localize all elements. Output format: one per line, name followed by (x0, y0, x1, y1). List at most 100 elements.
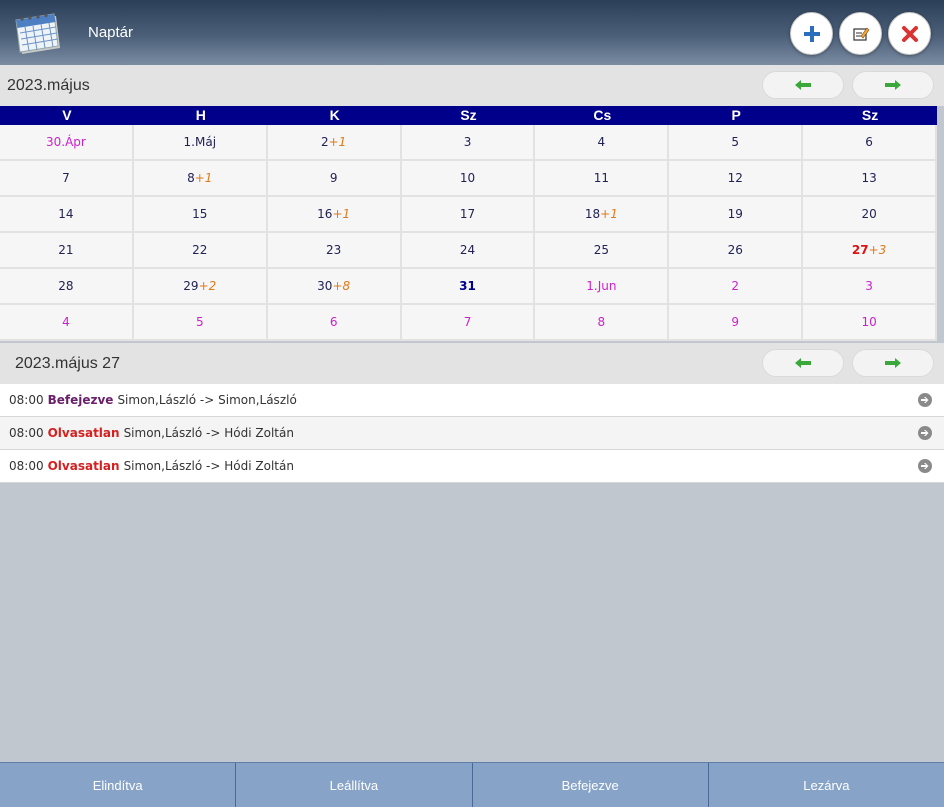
calendar-day-cell[interactable]: 23 (267, 233, 402, 269)
calendar-day-cell[interactable]: 3 (803, 269, 938, 305)
chevron-right-circle-icon[interactable] (918, 426, 932, 440)
calendar-day-cell[interactable]: 7 (401, 305, 536, 341)
day-number: 14 (58, 207, 74, 221)
event-row[interactable]: 08:00 Befejezve Simon,László -> Simon,Lász… (0, 384, 944, 417)
status-tab[interactable]: Elindítva (0, 763, 237, 807)
event-count-badge: +1 (600, 207, 618, 221)
calendar-day-cell[interactable]: 29 +2 (133, 269, 268, 305)
weekday-label: Sz (460, 107, 477, 123)
status-tab[interactable]: Leállítva (236, 763, 473, 807)
edit-button[interactable] (839, 12, 882, 55)
calendar-day-cell[interactable]: 6 (803, 125, 938, 161)
calendar-day-cell[interactable]: 31 (401, 269, 536, 305)
day-number: 20 (861, 207, 877, 221)
month-title: 2023.május (7, 77, 90, 94)
calendar-day-cell[interactable]: 21 (0, 233, 134, 269)
calendar-day-cell[interactable]: 4 (535, 125, 670, 161)
event-count-badge: +1 (194, 171, 213, 185)
calendar-day-cell[interactable]: 2 +1 (267, 125, 402, 161)
calendar-day-cell[interactable]: 11 (535, 161, 670, 197)
calendar-day-cell[interactable]: 28 (0, 269, 134, 305)
calendar-day-cell[interactable]: 5 (133, 305, 268, 341)
calendar-day-cell[interactable]: 10 (401, 161, 536, 197)
calendar-day-cell[interactable]: 12 (669, 161, 804, 197)
weekday-label: H (195, 107, 206, 123)
day-number: 8 (187, 171, 195, 185)
calendar-day-cell[interactable]: 20 (803, 197, 938, 233)
calendar-day-cell[interactable]: 24 (401, 233, 536, 269)
prev-month-button[interactable] (762, 71, 844, 99)
calendar-day-cell[interactable]: 26 (669, 233, 804, 269)
day-number: 26 (727, 243, 743, 257)
prev-day-button[interactable] (762, 349, 844, 377)
event-time: 08:00 (9, 459, 44, 473)
day-title: 2023.május 27 (15, 355, 120, 372)
calendar-day-cell[interactable]: 4 (0, 305, 134, 341)
event-description: Simon,László -> Hódi Zoltán (123, 459, 294, 473)
calendar-day-cell[interactable]: 1.Jun (535, 269, 670, 305)
calendar-week-row: 4 5 6 7 8 9 10 (0, 305, 938, 341)
event-status: Befejezve (47, 393, 114, 407)
calendar-day-cell[interactable]: 13 (803, 161, 938, 197)
day-number: 10 (861, 315, 877, 329)
chevron-right-circle-icon[interactable] (918, 393, 932, 407)
calendar-day-cell[interactable]: 2 (669, 269, 804, 305)
day-number: 1.Máj (183, 135, 217, 149)
calendar-day-cell[interactable]: 15 (133, 197, 268, 233)
close-button[interactable] (888, 12, 931, 55)
calendar-day-cell[interactable]: 16 +1 (267, 197, 402, 233)
event-time: 08:00 (9, 393, 44, 407)
status-tab[interactable]: Lezárva (803, 777, 850, 793)
day-number: 17 (459, 207, 476, 221)
edit-icon (852, 27, 869, 41)
weekday-label: K (329, 107, 340, 123)
event-row[interactable]: 08:00 Olvasatlan Simon,László -> Hódi Zolt… (0, 417, 944, 450)
weekday-label: Cs (593, 107, 612, 123)
arrow-right-icon (885, 80, 901, 90)
day-number: 6 (865, 135, 873, 149)
calendar-day-cell[interactable]: 3 (401, 125, 536, 161)
weekday-header: V H K Sz Cs P Sz (0, 106, 937, 125)
calendar-day-cell[interactable]: 17 (401, 197, 536, 233)
calendar-day-cell[interactable]: 27 +3 (803, 233, 938, 269)
calendar-day-cell[interactable]: 9 (669, 305, 804, 341)
arrow-left-icon (795, 358, 811, 368)
calendar-day-cell[interactable]: 9 (267, 161, 402, 197)
calendar-day-cell[interactable]: 25 (535, 233, 670, 269)
next-day-button[interactable] (852, 349, 934, 377)
app-title: Naptár (88, 24, 134, 41)
calendar-day-cell[interactable]: 6 (267, 305, 402, 341)
calendar-day-cell[interactable]: 14 (0, 197, 134, 233)
calendar-day-cell[interactable]: 30.Ápr (0, 125, 134, 161)
calendar-day-cell[interactable]: 1.Máj (133, 125, 268, 161)
calendar-day-cell[interactable]: 10 (803, 305, 938, 341)
day-number: 2 (320, 135, 329, 149)
day-number: 4 (62, 315, 70, 329)
day-number: 30.Ápr (46, 135, 86, 149)
add-button[interactable] (790, 12, 833, 55)
event-count-badge: +8 (332, 279, 351, 293)
calendar-day-cell[interactable]: 19 (669, 197, 804, 233)
day-number: 16 (317, 207, 333, 221)
event-row[interactable]: 08:00 Olvasatlan Simon,László -> Hódi Zolt… (0, 450, 944, 483)
weekday-label: P (731, 107, 741, 123)
day-number: 15 (192, 207, 208, 221)
calendar-week-row: 28 29 +2 30 +8 31 1.Jun 2 3 (0, 269, 938, 305)
calendar-day-cell[interactable]: 30 +8 (267, 269, 402, 305)
calendar-day-cell[interactable]: 18 +1 (535, 197, 670, 233)
calendar-day-cell[interactable]: 5 (669, 125, 804, 161)
day-number: 18 (584, 207, 601, 221)
calendar-day-cell[interactable]: 7 (0, 161, 134, 197)
day-number: 23 (326, 243, 342, 257)
day-number: 7 (62, 171, 70, 185)
calendar-day-cell[interactable]: 22 (133, 233, 268, 269)
calendar-day-cell[interactable]: 8 +1 (133, 161, 268, 197)
status-tab[interactable]: Befejezve (473, 763, 709, 807)
day-number: 10 (459, 171, 476, 185)
next-month-button[interactable] (852, 71, 934, 99)
calendar-icon (15, 13, 60, 54)
event-count-badge: +1 (332, 207, 351, 221)
chevron-right-circle-icon[interactable] (918, 459, 932, 473)
calendar-day-cell[interactable]: 8 (535, 305, 670, 341)
app-header: Naptár (0, 0, 944, 65)
